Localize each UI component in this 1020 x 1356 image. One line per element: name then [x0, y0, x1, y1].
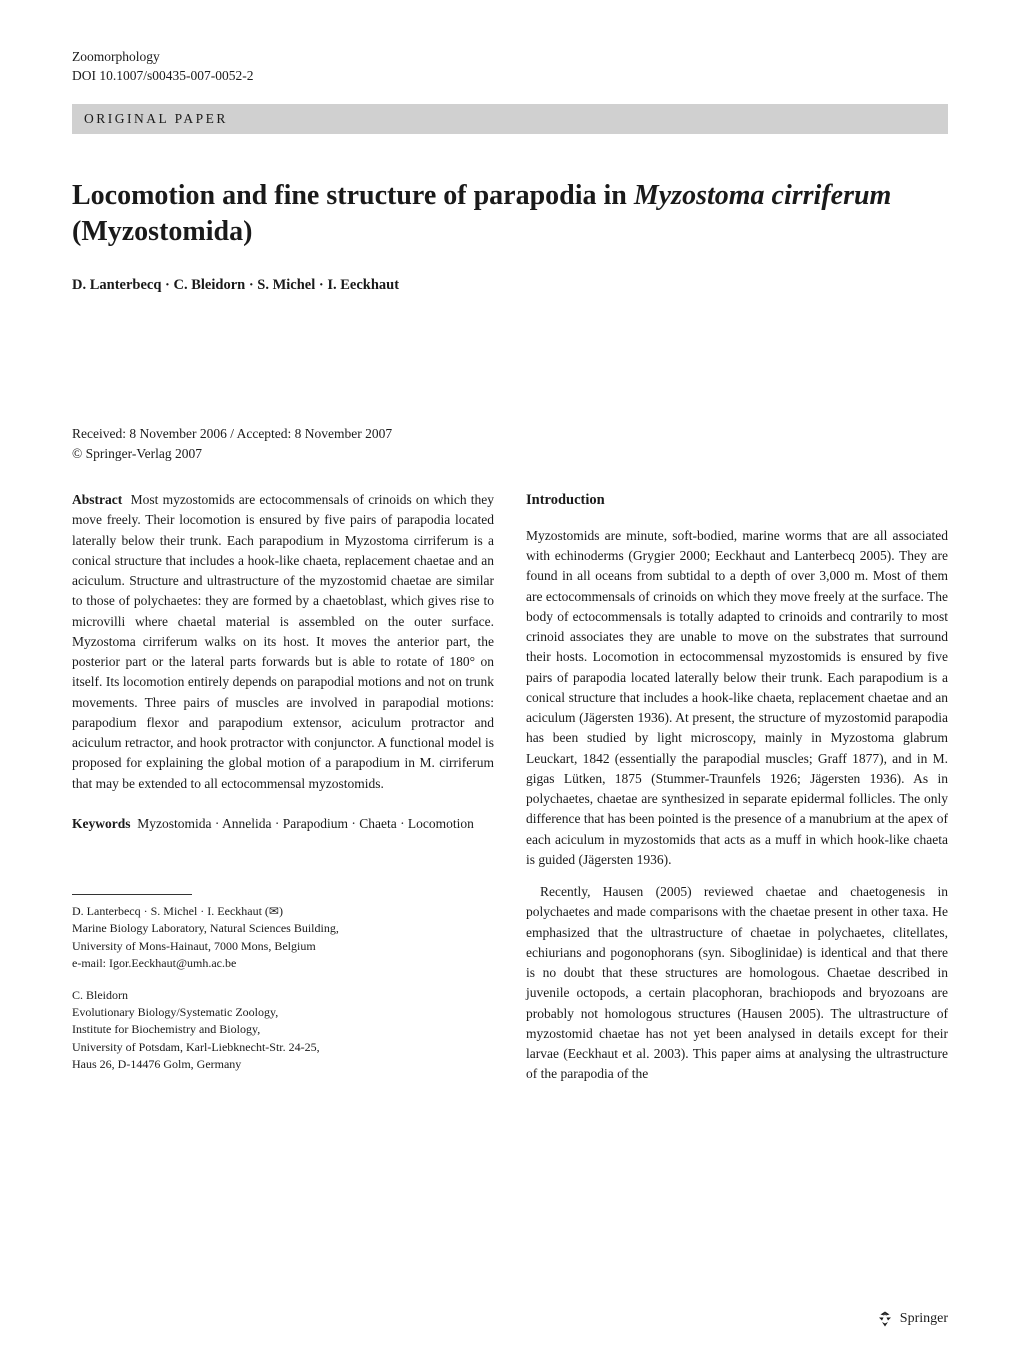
affiliation-divider — [72, 894, 192, 895]
keywords-paragraph: Keywords Myzostomida · Annelida · Parapo… — [72, 814, 494, 834]
received-date: Received: 8 November 2006 / Accepted: 8 … — [72, 424, 948, 444]
authors-line: D. Lanterbecq · C. Bleidorn · S. Michel … — [72, 277, 948, 294]
journal-header: Zoomorphology DOI 10.1007/s00435-007-005… — [72, 48, 948, 86]
article-title: Locomotion and fine structure of parapod… — [72, 178, 948, 251]
affiliation-line: University of Mons-Hainaut, 7000 Mons, B… — [72, 938, 494, 955]
springer-icon — [876, 1310, 894, 1328]
affiliation-block-1: D. Lanterbecq · S. Michel · I. Eeckhaut … — [72, 903, 494, 973]
category-label: ORIGINAL PAPER — [84, 111, 228, 126]
abstract-label: Abstract — [72, 492, 122, 507]
right-column: Introduction Myzostomids are minute, sof… — [526, 490, 948, 1097]
affiliation-block-2: C. Bleidorn Evolutionary Biology/Systema… — [72, 987, 494, 1074]
abstract-paragraph: Abstract Most myzostomids are ectocommen… — [72, 490, 494, 794]
introduction-para-2: Recently, Hausen (2005) reviewed chaetae… — [526, 882, 948, 1085]
introduction-heading: Introduction — [526, 490, 948, 512]
affiliation-line: Haus 26, D-14476 Golm, Germany — [72, 1056, 494, 1073]
title-text-2: (Myzostomida) — [72, 216, 252, 247]
affiliation-line: e-mail: Igor.Eeckhaut@umh.ac.be — [72, 955, 494, 972]
affiliation-authors-1: D. Lanterbecq · S. Michel · I. Eeckhaut … — [72, 903, 494, 920]
keywords-label: Keywords — [72, 816, 131, 831]
abstract-body: Most myzostomids are ectocommensals of c… — [72, 492, 494, 791]
left-column: Abstract Most myzostomids are ectocommen… — [72, 490, 494, 1097]
dates-block: Received: 8 November 2006 / Accepted: 8 … — [72, 424, 948, 465]
category-bar: ORIGINAL PAPER — [72, 104, 948, 134]
copyright-line: © Springer-Verlag 2007 — [72, 444, 948, 464]
journal-doi: DOI 10.1007/s00435-007-0052-2 — [72, 67, 948, 86]
publisher-footer: Springer — [876, 1310, 948, 1328]
keywords-body: Myzostomida · Annelida · Parapodium · Ch… — [137, 816, 474, 831]
affiliation-line: Marine Biology Laboratory, Natural Scien… — [72, 920, 494, 937]
publisher-name: Springer — [900, 1311, 948, 1327]
introduction-para-1: Myzostomids are minute, soft-bodied, mar… — [526, 526, 948, 870]
affiliation-authors-text-1: D. Lanterbecq · S. Michel · I. Eeckhaut … — [72, 904, 283, 918]
title-text-1: Locomotion and fine structure of parapod… — [72, 180, 634, 211]
two-column-layout: Abstract Most myzostomids are ectocommen… — [72, 490, 948, 1097]
title-species: Myzostoma cirriferum — [634, 180, 891, 211]
affiliation-line: University of Potsdam, Karl-Liebknecht-S… — [72, 1039, 494, 1056]
affiliation-authors-2: C. Bleidorn — [72, 987, 494, 1004]
affiliation-line: Evolutionary Biology/Systematic Zoology, — [72, 1004, 494, 1021]
affiliation-line: Institute for Biochemistry and Biology, — [72, 1021, 494, 1038]
journal-name: Zoomorphology — [72, 48, 948, 67]
